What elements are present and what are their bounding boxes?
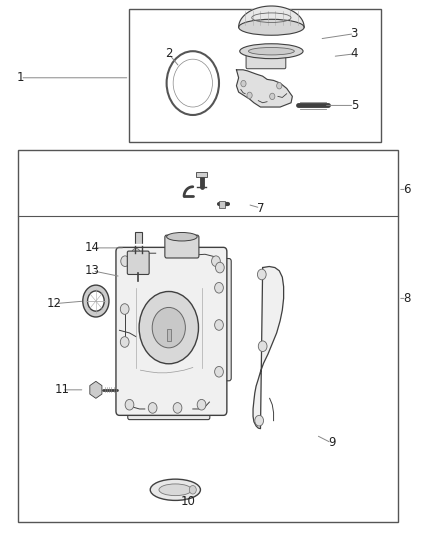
Text: 4: 4 (350, 47, 358, 60)
Circle shape (121, 256, 130, 266)
Text: 7: 7 (257, 201, 264, 214)
Polygon shape (253, 266, 284, 429)
Bar (196, 172, 207, 177)
Ellipse shape (159, 484, 192, 496)
Ellipse shape (239, 19, 304, 35)
Circle shape (212, 256, 220, 266)
FancyBboxPatch shape (216, 259, 231, 381)
Circle shape (132, 248, 141, 259)
FancyBboxPatch shape (116, 247, 227, 415)
Text: 14: 14 (85, 241, 100, 254)
Circle shape (120, 304, 129, 314)
Polygon shape (237, 70, 292, 107)
FancyBboxPatch shape (165, 235, 199, 258)
FancyBboxPatch shape (246, 51, 286, 69)
FancyBboxPatch shape (127, 251, 149, 274)
Circle shape (241, 80, 246, 87)
Circle shape (215, 367, 223, 377)
Bar (135, 232, 142, 244)
Text: 10: 10 (181, 495, 196, 508)
Text: 2: 2 (165, 47, 173, 60)
Circle shape (215, 262, 224, 273)
Text: 11: 11 (54, 383, 69, 397)
Ellipse shape (166, 232, 197, 241)
Ellipse shape (150, 479, 201, 500)
Text: 5: 5 (351, 99, 358, 112)
Circle shape (120, 337, 129, 348)
Circle shape (270, 93, 275, 100)
Bar (18, 150, 398, 522)
Text: 1: 1 (17, 71, 24, 84)
Text: 12: 12 (46, 297, 61, 310)
Circle shape (139, 292, 198, 364)
Circle shape (173, 402, 182, 413)
Circle shape (215, 320, 223, 330)
Polygon shape (239, 6, 304, 27)
Ellipse shape (240, 44, 303, 59)
Circle shape (148, 402, 157, 413)
Text: 8: 8 (403, 292, 410, 305)
Circle shape (125, 399, 134, 410)
Circle shape (215, 282, 223, 293)
Circle shape (189, 486, 196, 494)
Bar (219, 200, 225, 208)
Text: 13: 13 (85, 264, 100, 277)
Circle shape (277, 83, 282, 89)
Bar (166, 329, 171, 341)
Circle shape (247, 92, 252, 99)
Text: 9: 9 (328, 437, 336, 449)
FancyBboxPatch shape (128, 400, 210, 419)
Ellipse shape (248, 47, 294, 55)
Text: 3: 3 (351, 27, 358, 40)
Circle shape (258, 341, 267, 352)
Bar (130, 9, 381, 142)
Circle shape (258, 269, 266, 280)
Circle shape (197, 399, 206, 410)
Circle shape (152, 308, 185, 348)
Circle shape (255, 415, 264, 426)
Text: 6: 6 (403, 183, 410, 196)
